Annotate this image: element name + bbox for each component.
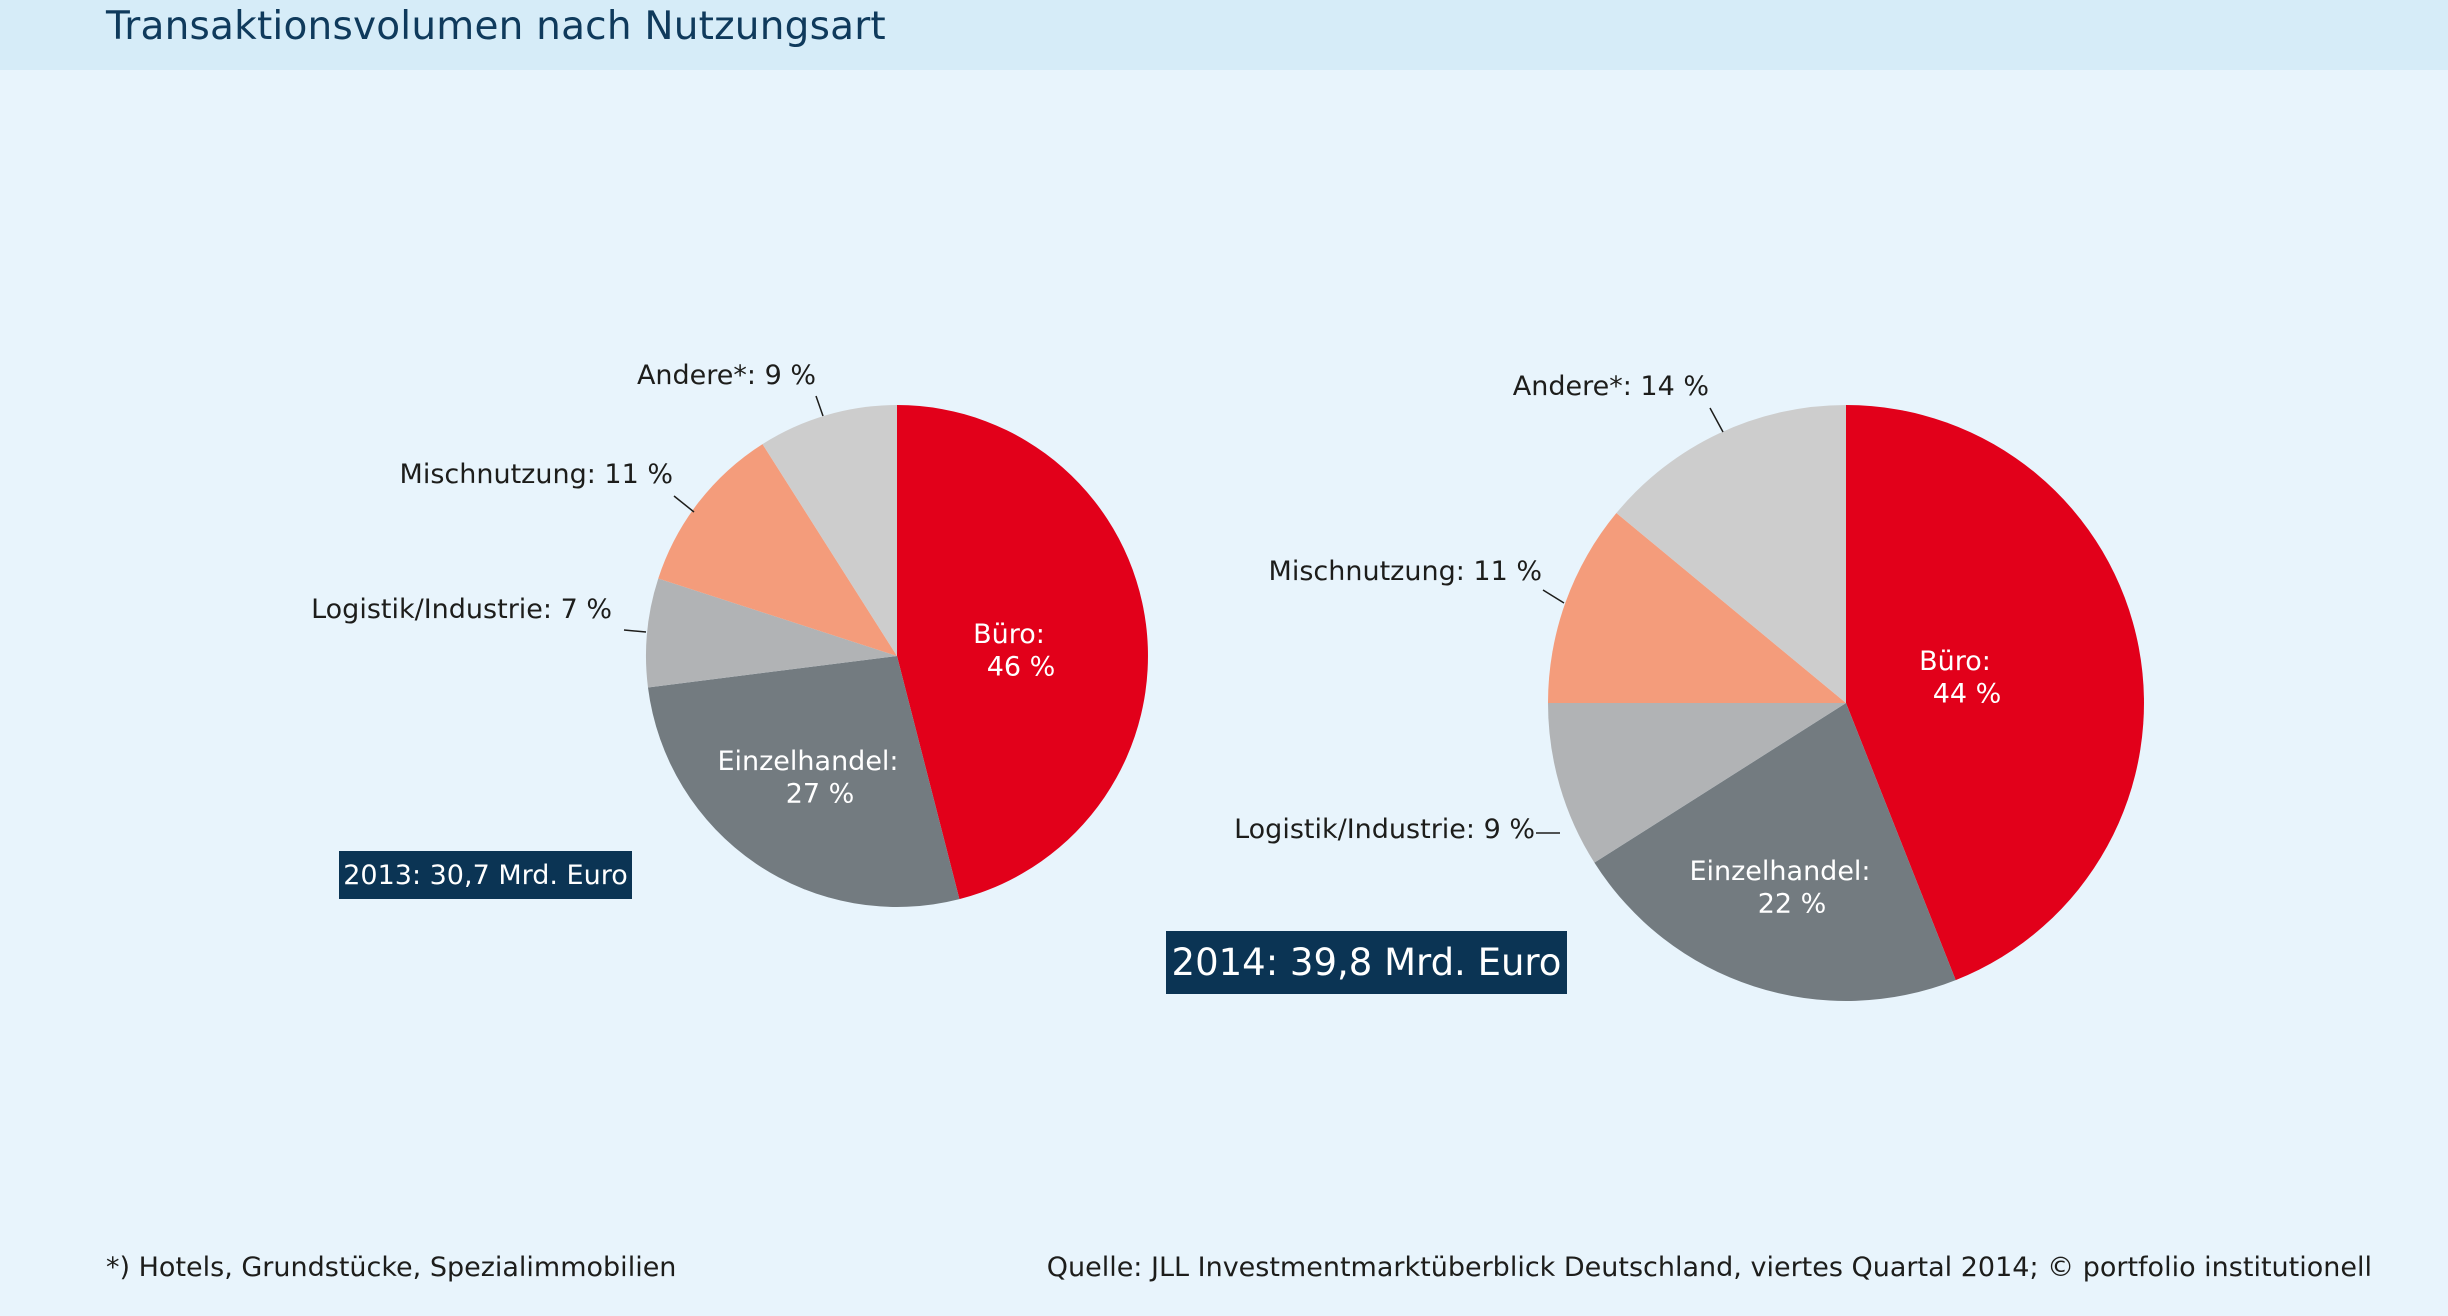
pie-slice-2014-logistik-industrie [1548,703,1846,863]
chart-title: Transaktionsvolumen nach Nutzungsart [106,4,886,49]
pie-slice-2014-mischnutzung [1548,513,1846,703]
leader-line-2013-andere [815,395,824,417]
pie-slice-2013-mischnutzung [658,444,897,656]
leader-line-2014-mischnutzung [1542,589,1565,604]
slice-label-2014-mischnutzung: Mischnutzung: 11 % [1269,556,1542,587]
pie-slice-2013-andere [762,405,897,656]
total-badge-2013: 2013: 30,7 Mrd. Euro [339,851,632,899]
leader-line-2014-andere [1709,407,1724,433]
pie-slice-2013-logistik-industrie [645,578,897,688]
slice-label-2014-einzelhandel: Einzelhandel: 22 % [1689,856,1870,919]
leader-line-2013-mischnutzung [673,495,695,513]
slice-label-2014-büro: Büro: 44 % [1919,646,2001,709]
slice-label-2013-andere: Andere*: 9 % [637,360,816,391]
slice-label-2013-logistik-industrie: Logistik/Industrie: 7 % [311,594,612,625]
source-note: Quelle: JLL Investmentmarktüberblick Deu… [1046,1252,2372,1283]
footnote: *) Hotels, Grundstücke, Spezialimmobilie… [106,1252,677,1283]
total-badge-2014: 2014: 39,8 Mrd. Euro [1166,931,1567,994]
title-bar: Transaktionsvolumen nach Nutzungsart [0,0,2448,70]
pie-slice-2014-büro [1846,405,2144,981]
slice-label-2013-mischnutzung: Mischnutzung: 11 % [400,459,673,490]
slice-label-2014-logistik-industrie: Logistik/Industrie: 9 % [1234,814,1535,845]
pie-slice-2014-einzelhandel [1594,703,1956,1001]
slice-label-2013-einzelhandel: Einzelhandel: 27 % [717,746,898,809]
pie-chart-2014: Büro: 44 % Einzelhandel: 22 % Logistik/Indus… [1234,371,2144,1001]
leader-line-2013-logistik-industrie [623,629,647,633]
slice-label-2013-büro: Büro: 46 % [973,619,1055,682]
pie-slice-2013-büro [897,405,1148,900]
pie-chart-2013: Büro: 46 % Einzelhandel: 27 % Logistik/Indus… [311,360,1148,907]
slice-label-2014-andere: Andere*: 14 % [1513,371,1709,402]
pie-slice-2014-andere [1616,405,1846,703]
pie-slice-2013-einzelhandel [647,656,960,907]
